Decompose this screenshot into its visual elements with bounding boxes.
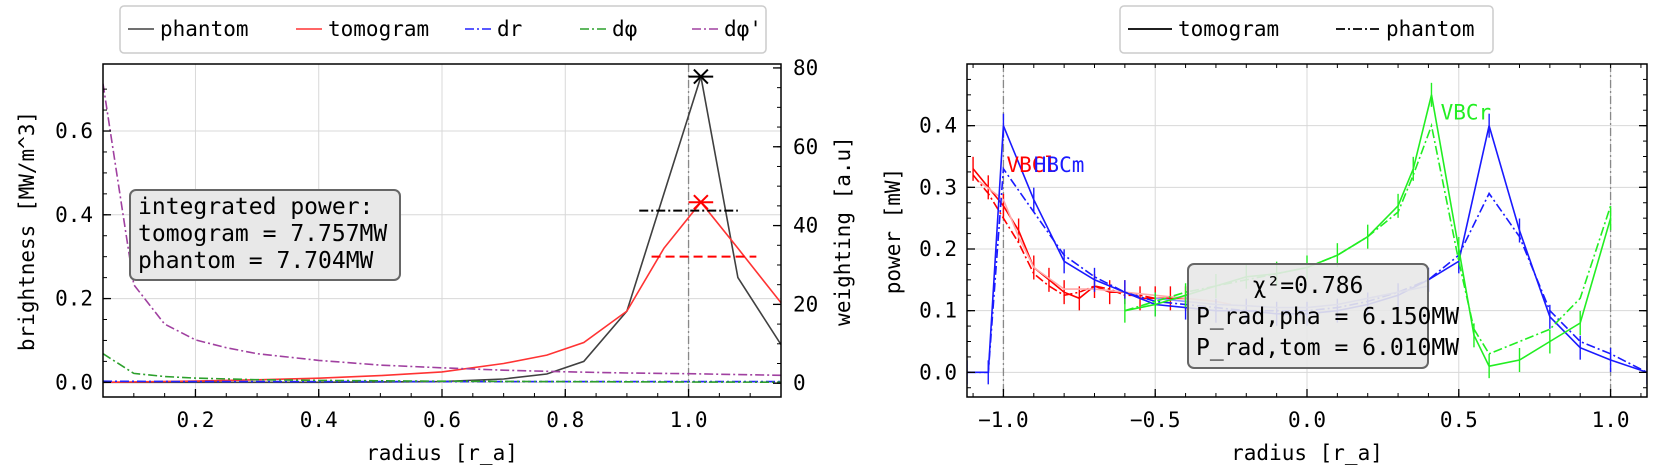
- prad-pha-text: P_rad,pha = 6.150MW: [1196, 304, 1459, 330]
- right-xtick-label: 0.5: [1440, 408, 1478, 432]
- legend-label: dφ: [612, 17, 637, 41]
- left-xtick-label: 1.0: [670, 408, 708, 432]
- right-series-hbcm-phantom: [967, 166, 1647, 374]
- left-y2tick-label: 80: [793, 56, 818, 80]
- right-xtick-label: 0.0: [1288, 408, 1326, 432]
- left-series-tomogram: [103, 200, 781, 384]
- right-series-vbcl-tomogram: [972, 168, 1186, 300]
- camera-label-vbcr: VBCr: [1441, 101, 1492, 125]
- legend-label: dr: [497, 17, 522, 41]
- right-series-vbcr-phantom: [1124, 122, 1612, 355]
- right-ytick-label: 0.3: [919, 175, 957, 199]
- right-ytick-label: 0.1: [919, 299, 957, 323]
- left-y2tick-label: 0: [793, 371, 806, 395]
- left-legend-item: tomogram: [296, 17, 429, 41]
- right-xlabel: radius [r_a]: [1231, 441, 1383, 465]
- left-y2tick-label: 40: [793, 214, 818, 238]
- legend-label: phantom: [1386, 17, 1475, 41]
- left-marker-x-tomogram-peak: [693, 194, 709, 210]
- camera-label-vbcl: VBCl: [1006, 153, 1057, 177]
- left-ylabel: brightness [MW/m^3]: [15, 111, 39, 351]
- right-xtick-label: −1.0: [978, 408, 1029, 432]
- left-legend-item: dφ': [692, 17, 762, 41]
- prad-tom-text: P_rad,tom = 6.010MW: [1196, 335, 1459, 361]
- left-legend-item: phantom: [128, 17, 249, 41]
- legend-label: tomogram: [328, 17, 429, 41]
- left-annotation: integrated power: tomogram = 7.757MW pha…: [129, 189, 401, 281]
- legend-label: phantom: [160, 17, 249, 41]
- left-xtick-label: 0.8: [546, 408, 584, 432]
- annotation-line-2: tomogram = 7.757MW: [138, 221, 387, 247]
- left-ytick-label: 0.4: [55, 203, 93, 227]
- left-legend-item: dφ: [580, 17, 637, 41]
- right-series-vbcl-phantom: [972, 174, 1186, 300]
- legend-label: dφ': [724, 17, 762, 41]
- left-xlabel: radius [r_a]: [366, 441, 518, 465]
- left-y2tick-label: 60: [793, 135, 818, 159]
- left-y2tick-label: 20: [793, 292, 818, 316]
- right-ylabel: power [mW]: [881, 168, 905, 294]
- right-xtick-label: 1.0: [1592, 408, 1630, 432]
- left-xtick-label: 0.2: [176, 408, 214, 432]
- camera-label-hbcm: HBCm: [1034, 153, 1085, 177]
- right-xtick-label: −0.5: [1130, 408, 1181, 432]
- right-ticks: −1.0 −0.5 0.0 0.5 1.0 0.0 0.1 0.2 0.3 0.4: [919, 64, 1647, 432]
- right-annotation: χ²=0.786 P_rad,pha = 6.150MW P_rad,tom =…: [1187, 263, 1459, 369]
- left-xtick-label: 0.6: [423, 408, 461, 432]
- left-series: [103, 76, 781, 384]
- right-ytick-label: 0.4: [919, 114, 957, 138]
- left-series-d--: [103, 83, 781, 377]
- right-ytick-label: 0.2: [919, 237, 957, 261]
- right-legend-item: phantom: [1336, 17, 1475, 41]
- right-legend: tomogram phantom: [1119, 5, 1494, 54]
- annotation-line-3: phantom = 7.704MW: [138, 248, 374, 274]
- chi2-text: χ²=0.786: [1253, 273, 1364, 299]
- left-xtick-label: 0.4: [300, 408, 338, 432]
- left-y2label: weighting [a.u]: [831, 136, 855, 326]
- left-ytick-label: 0.6: [55, 119, 93, 143]
- left-ticks: 0.2 0.4 0.6 0.8 1.0 0.0 0.2 0.4 0.6 0 20 40 60 80: [55, 56, 818, 432]
- annotation-line-1: integrated power:: [138, 194, 373, 220]
- left-chart: 0.2 0.4 0.6 0.8 1.0 0.0 0.2 0.4 0.6 0 20 40 60 80 rad…: [15, 5, 855, 465]
- legend-label: tomogram: [1178, 17, 1279, 41]
- right-ytick-label: 0.0: [919, 360, 957, 384]
- left-peak-markers: [639, 68, 757, 258]
- left-marker-x-phantom-peak: [693, 68, 709, 85]
- left-ytick-label: 0.2: [55, 287, 93, 311]
- left-ytick-label: 0.0: [55, 370, 93, 394]
- left-series-d-: [103, 353, 781, 384]
- left-legend: phantom tomogram dr dφ dφ': [119, 5, 767, 54]
- right-chart: −1.0 −0.5 0.0 0.5 1.0 0.0 0.1 0.2 0.3 0.4 VBClHBC…: [881, 5, 1648, 465]
- left-series-phantom: [103, 76, 781, 384]
- left-legend-item: dr: [465, 17, 522, 41]
- right-legend-item: tomogram: [1128, 17, 1279, 41]
